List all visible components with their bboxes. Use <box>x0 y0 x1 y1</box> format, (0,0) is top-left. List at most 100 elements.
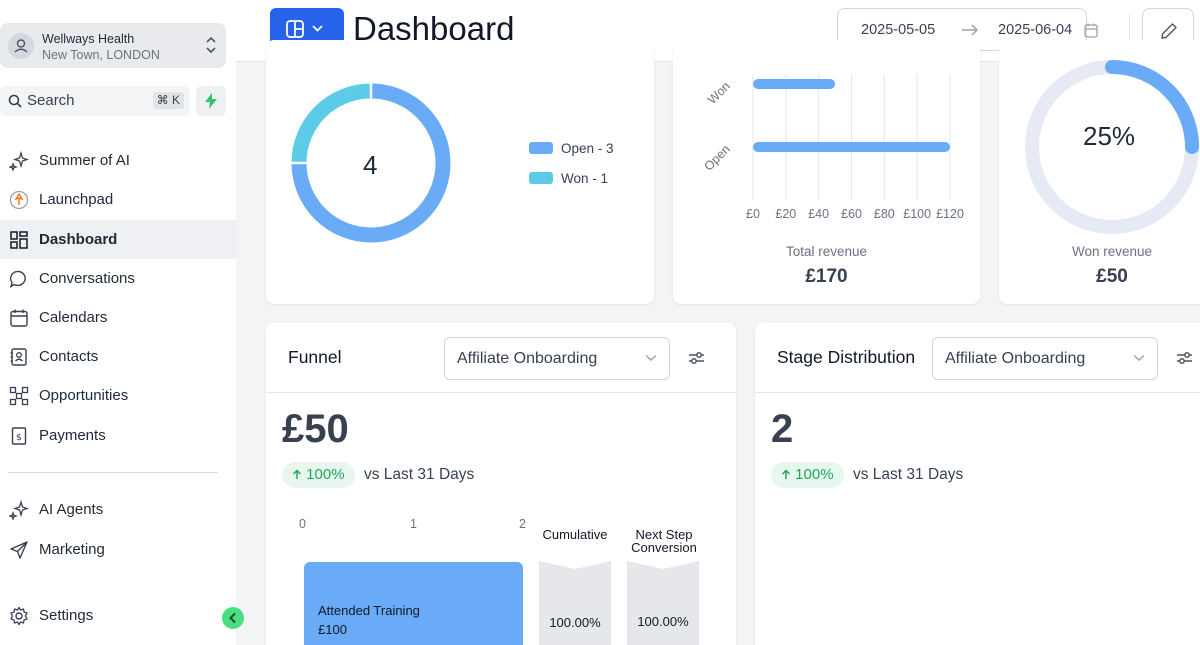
revenue-bar-chart: £0 £20 £40 £60 £80 £100 £120 Won Open <box>701 74 964 221</box>
select-value: Affiliate Onboarding <box>945 350 1086 367</box>
nav-item-settings[interactable]: Settings <box>0 596 236 635</box>
nav-item-conversations[interactable]: Conversations <box>0 259 236 298</box>
cumulative-column-header: Cumulative <box>542 527 608 542</box>
revenue-x-tick: £60 <box>841 207 862 221</box>
header-separator <box>1129 14 1130 44</box>
revenue-bar-won[interactable] <box>753 79 836 89</box>
stage-name: Attended Training <box>318 603 420 618</box>
cumulative-column-shape <box>539 561 611 645</box>
ring-won-segment[interactable] <box>1105 60 1199 154</box>
nav-label: Payments <box>39 427 106 444</box>
legend-won[interactable]: Won - 1 <box>529 171 608 186</box>
date-start: 2025-05-05 <box>861 22 936 38</box>
nav-item-payments[interactable]: $ Payments <box>0 416 236 455</box>
funnel-stage-bar[interactable] <box>304 562 523 645</box>
user-icon <box>14 39 28 53</box>
nav-item-dashboard[interactable]: Dashboard <box>0 220 236 259</box>
sparkle-icon <box>9 500 29 520</box>
collapse-sidebar-button[interactable] <box>222 607 244 629</box>
gear-icon <box>10 606 28 626</box>
funnel-stage-label: Attended Training £100 <box>318 601 420 639</box>
nav-item-ai-agents[interactable]: AI Agents <box>0 490 236 529</box>
chevron-down-icon <box>645 354 657 361</box>
send-icon <box>10 541 28 559</box>
stage-change-badge: 100% <box>771 462 844 488</box>
pencil-icon <box>1161 23 1177 39</box>
sidebar-divider <box>8 472 218 473</box>
nav-label: Opportunities <box>39 387 129 404</box>
nav-item-calendars[interactable]: Calendars <box>0 298 236 337</box>
funnel-axis-tick: 0 <box>299 517 306 531</box>
revenue-category-label: Won <box>705 79 733 107</box>
arrow-up-icon <box>292 469 302 479</box>
account-switcher[interactable]: Wellways Health New Town, LONDON <box>0 23 226 68</box>
funnel-title: Funnel <box>288 347 342 367</box>
stage-card-header: Stage Distribution Affiliate Onboarding <box>755 323 1200 393</box>
nav-label: Dashboard <box>39 231 118 248</box>
layout-icon <box>286 20 323 38</box>
nav-item-marketing[interactable]: Marketing <box>0 530 236 569</box>
stage-pipeline-select[interactable]: Affiliate Onboarding <box>932 337 1158 380</box>
quick-action-button[interactable] <box>196 86 226 116</box>
funnel-pipeline-select[interactable]: Affiliate Onboarding <box>444 337 670 380</box>
account-avatar <box>8 33 34 59</box>
contact-book-icon <box>10 348 27 366</box>
stage-distribution-card: Stage Distribution Affiliate Onboarding … <box>755 323 1200 645</box>
nav-item-summer-of-ai[interactable]: Summer of AI <box>0 141 236 180</box>
revenue-bar-open[interactable] <box>753 142 950 152</box>
chevron-down-icon <box>1133 354 1145 361</box>
arrow-up-icon <box>781 469 791 479</box>
select-value: Affiliate Onboarding <box>457 350 598 367</box>
cumulative-percent: 100.00% <box>549 615 601 630</box>
donut-slice-open[interactable] <box>291 83 451 243</box>
won-revenue-caption: Won revenue <box>1071 244 1153 259</box>
conversion-line: Conversion <box>631 540 697 555</box>
date-end: 2025-06-04 <box>998 22 1073 38</box>
funnel-comparison: vs Last 31 Days <box>364 466 475 483</box>
nav-item-opportunities[interactable]: Opportunities <box>0 376 236 415</box>
search-button[interactable]: Search ⌘ K <box>0 86 190 116</box>
funnel-axis-tick: 1 <box>410 517 417 531</box>
nav-label: Conversations <box>39 270 135 287</box>
calendar-icon <box>10 309 28 327</box>
nav-label: Settings <box>39 607 94 624</box>
revenue-category-label: Open <box>701 142 733 174</box>
nav-label: Summer of AI <box>39 152 130 169</box>
filter-sliders-icon[interactable] <box>688 351 705 365</box>
search-icon <box>8 94 22 108</box>
filter-sliders-icon[interactable] <box>1176 351 1193 365</box>
nav-label: Contacts <box>39 348 99 365</box>
opportunity-status-card: 4 Open - 3 Won - 1 <box>266 40 654 304</box>
grid-icon <box>10 231 28 249</box>
revenue-x-tick: £100 <box>903 207 931 221</box>
nav-item-launchpad[interactable]: Launchpad <box>0 180 236 219</box>
chevron-up-down-icon <box>206 36 216 54</box>
funnel-axis-tick: 2 <box>519 517 526 531</box>
total-revenue-value: £170 <box>805 266 848 287</box>
chevron-left-icon <box>229 612 236 624</box>
svg-text:$: $ <box>16 433 22 443</box>
next-step-column-header: Next Step Conversion <box>622 528 706 554</box>
status-donut-chart <box>291 83 451 243</box>
funnel-nodes-icon <box>9 386 29 406</box>
nav-label: Launchpad <box>39 191 114 208</box>
total-revenue-caption: Total revenue <box>785 244 868 259</box>
nav-label: Calendars <box>39 309 108 326</box>
legend-label: Won - 1 <box>561 171 609 186</box>
legend-swatch <box>529 142 553 154</box>
legend-open[interactable]: Open - 3 <box>529 141 614 156</box>
nav-label: Marketing <box>39 541 105 558</box>
donut-slice-won[interactable] <box>291 83 371 163</box>
won-revenue-value: £50 <box>1096 266 1128 287</box>
arrow-right-icon <box>962 24 979 36</box>
nav-item-contacts[interactable]: Contacts <box>0 337 236 376</box>
account-location: New Town, LONDON <box>42 48 160 62</box>
sidebar: Wellways Health New Town, LONDON Search … <box>0 0 236 645</box>
won-revenue-percent: 25% <box>1083 121 1136 151</box>
funnel-value: £50 <box>282 407 349 451</box>
nav-label: AI Agents <box>39 501 104 518</box>
stage-count: 2 <box>771 407 794 451</box>
stage-comparison: vs Last 31 Days <box>853 466 964 483</box>
won-revenue-card: 25% Won revenue £50 <box>999 40 1200 304</box>
revenue-x-tick: £120 <box>936 207 964 221</box>
